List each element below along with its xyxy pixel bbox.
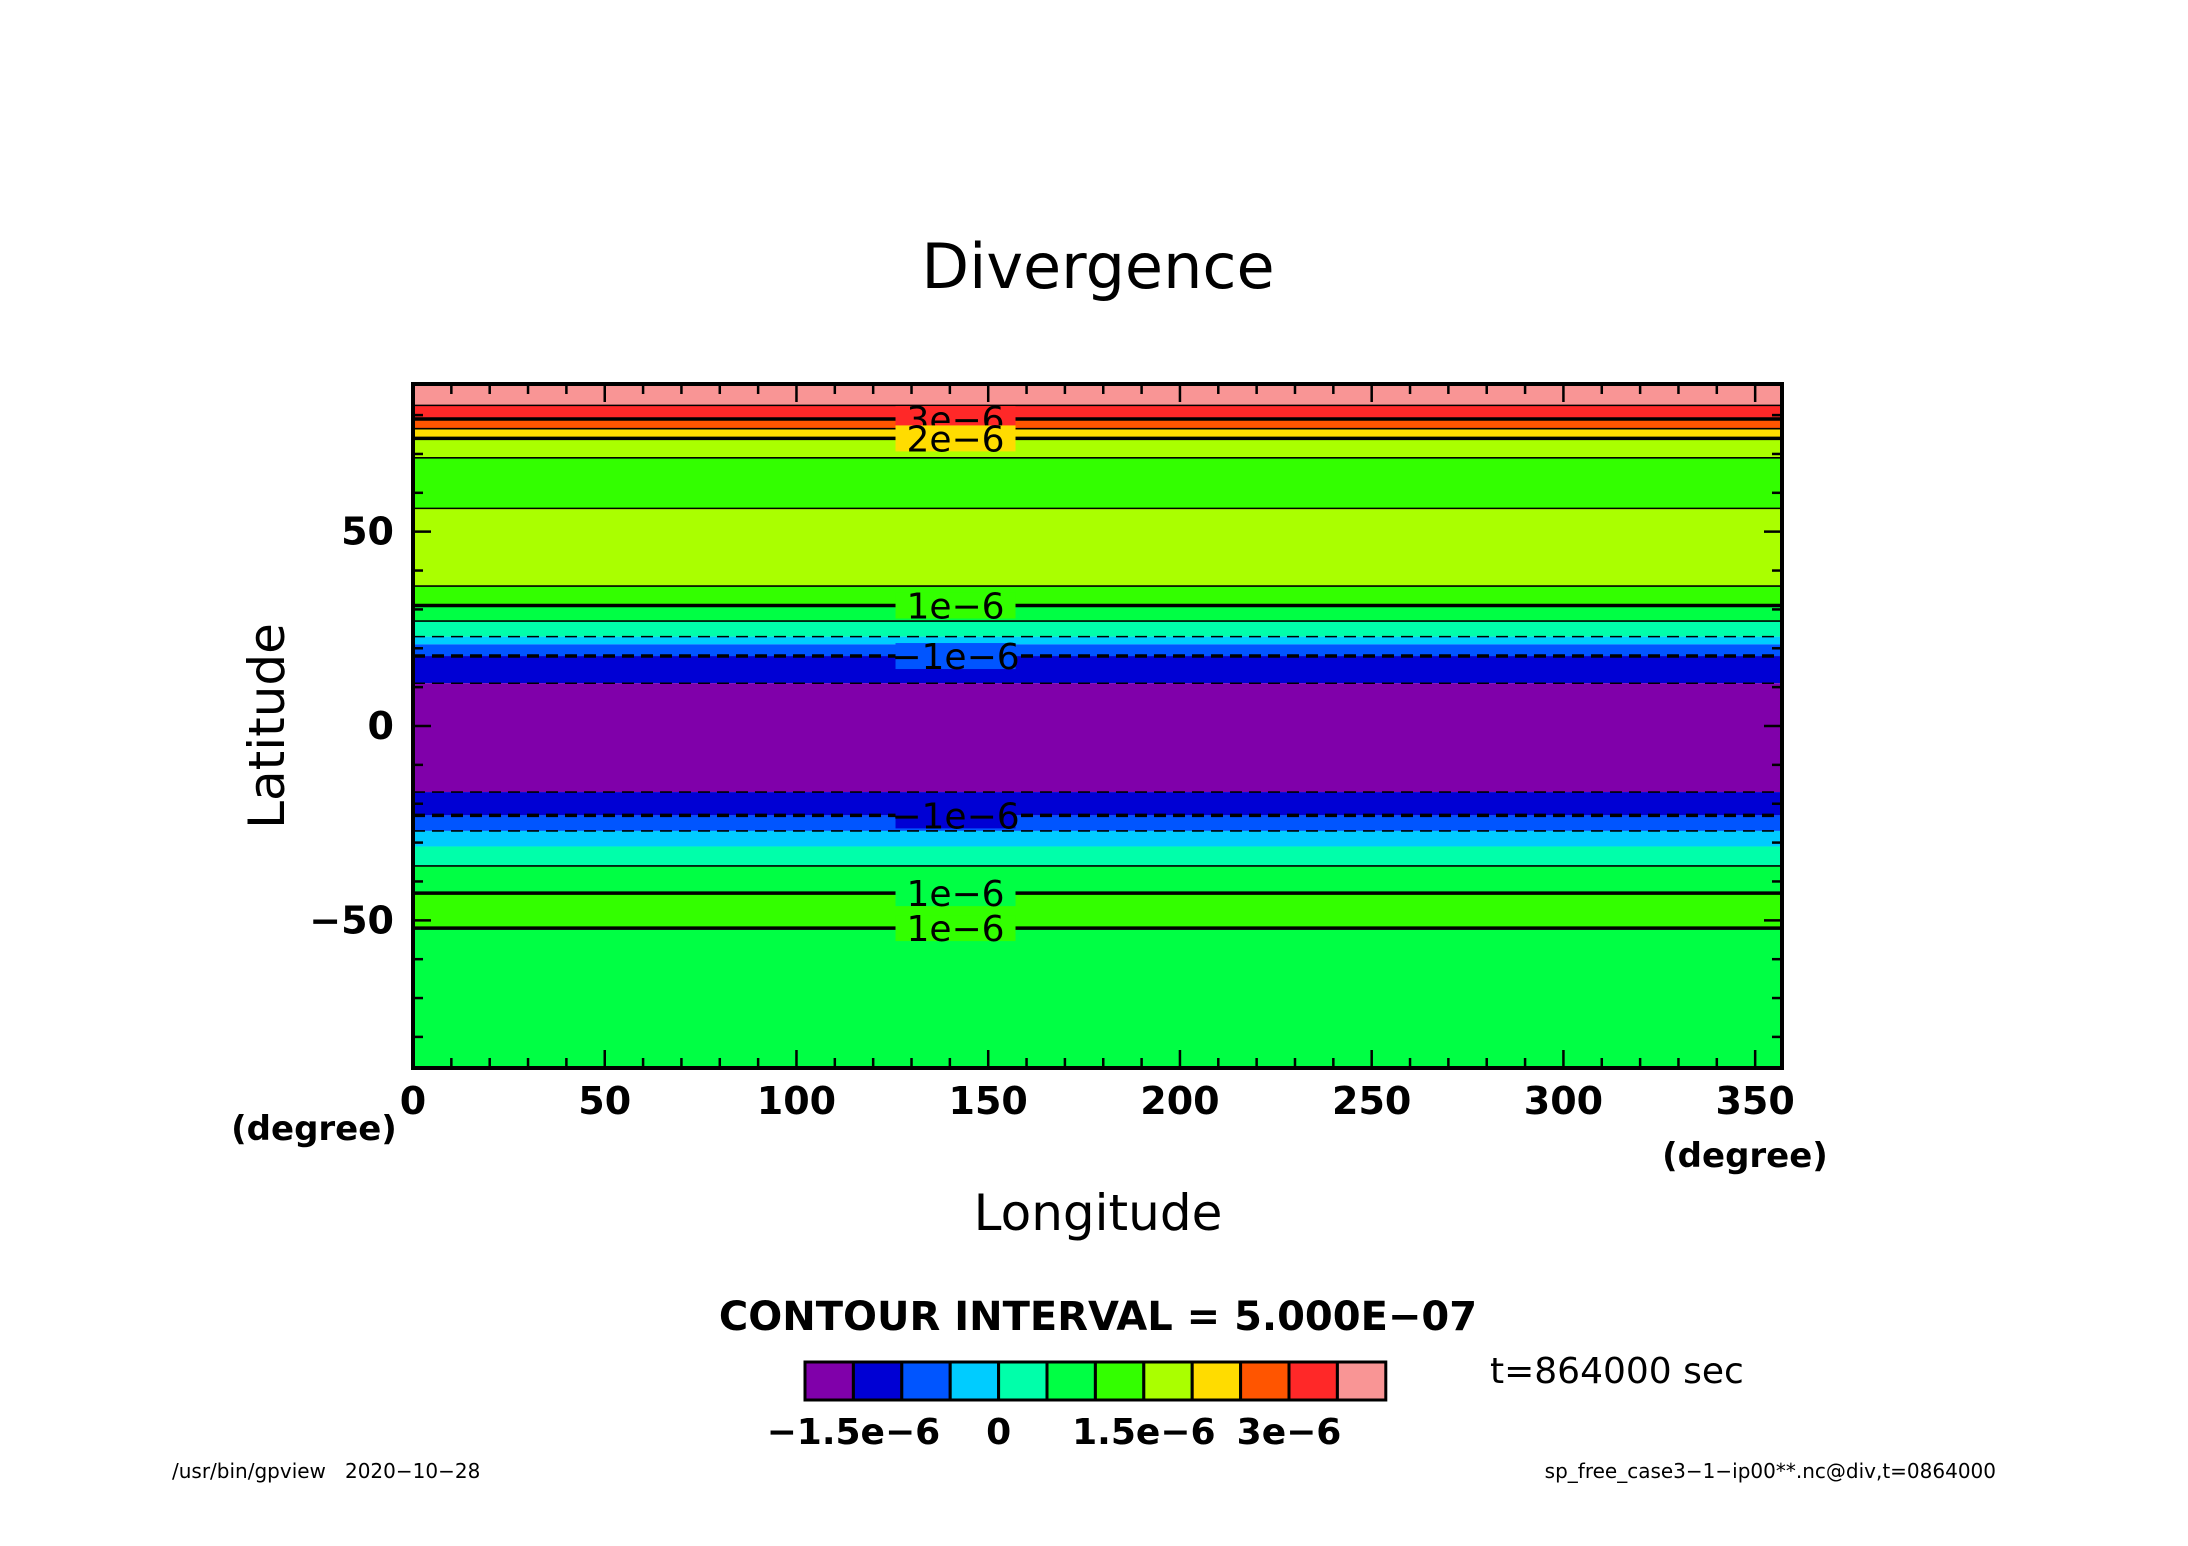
contour-label-gap [895, 592, 1016, 619]
y-tick-label: 0 [368, 704, 394, 748]
band-4 [413, 438, 1782, 458]
y-tick-labels: 50 0 −50 [309, 510, 394, 943]
x-tick-label: 350 [1715, 1079, 1794, 1123]
contour-interval: CONTOUR INTERVAL = 5.000E−07 [719, 1294, 1477, 1340]
chart-title: Divergence [921, 230, 1274, 303]
band-0 [413, 384, 1782, 406]
contour-label-6: 1e−6 [895, 909, 1016, 950]
contour-label-gap [895, 425, 1016, 452]
x-tick-label: 250 [1332, 1079, 1411, 1123]
band-8 [413, 605, 1782, 622]
contour-label-5: 1e−6 [895, 874, 1016, 915]
colorbar-box-3 [948, 1360, 1001, 1402]
colorbar-box-1 [851, 1360, 904, 1402]
footer-right: sp_free_case3−1−ip00**.nc@div,t=0864000 [1545, 1459, 1996, 1483]
colorbar-box-11 [1335, 1360, 1388, 1402]
colorbar-box-6 [1093, 1360, 1146, 1402]
colorbar-label-0: −1.5e−6 [767, 1412, 941, 1453]
band-12 [413, 656, 1782, 684]
contour-label-gap [895, 802, 1016, 829]
x-tick-label: 100 [757, 1079, 836, 1123]
contour-labels: 3e−62e−61e−6−1e−6−1e−61e−61e−6 [891, 400, 1019, 950]
colorbar-label-2: 1.5e−6 [1072, 1412, 1215, 1453]
contour-label-text: 2e−6 [906, 419, 1004, 460]
contour-label-text: −1e−6 [891, 637, 1019, 678]
contour-label-4: −1e−6 [891, 796, 1019, 837]
band-2 [413, 418, 1782, 429]
band-5 [413, 457, 1782, 509]
contour-label-1: 2e−6 [895, 419, 1016, 460]
x-axis-title: Longitude [974, 1184, 1223, 1242]
x-tick-label: 150 [949, 1079, 1028, 1123]
y-tick-label: −50 [309, 898, 394, 942]
colorbar-box-4 [997, 1360, 1049, 1402]
colorbar-box-7 [1142, 1360, 1194, 1402]
contour-label-text: −1e−6 [891, 796, 1019, 837]
colorbar-box-5 [1045, 1360, 1097, 1402]
band-9 [413, 621, 1782, 637]
x-tick-label: 200 [1140, 1079, 1219, 1123]
colorbar [803, 1360, 1388, 1402]
colorbar-box-9 [1239, 1360, 1291, 1402]
color-bands [413, 384, 1782, 1068]
band-16 [413, 830, 1782, 847]
x-tick-label: 50 [578, 1079, 631, 1123]
contour-lines [413, 404, 1782, 930]
band-7 [413, 586, 1782, 606]
x-unit-label-left: (degree) [231, 1109, 397, 1149]
band-20 [413, 928, 1782, 1068]
colorbar-label-1: 0 [986, 1412, 1011, 1453]
colorbar-box-8 [1190, 1360, 1243, 1402]
contour-label-text: 1e−6 [906, 587, 1004, 628]
contour-label-gap [895, 643, 1016, 670]
band-1 [413, 405, 1782, 419]
band-11 [413, 644, 1782, 657]
colorbar-box-2 [900, 1360, 952, 1402]
x-tick-label: 0 [400, 1079, 426, 1123]
x-tick-labels: 0 50 100 150 200 250 300 350 [400, 1079, 1795, 1123]
contour-label-text: 1e−6 [906, 874, 1004, 915]
contour-label-gap [895, 880, 1016, 907]
band-19 [413, 893, 1782, 929]
band-6 [413, 508, 1782, 587]
contour-label-gap [895, 915, 1016, 942]
contour-label-3: −1e−6 [891, 637, 1019, 678]
contour-label-text: 1e−6 [906, 909, 1004, 950]
contour-label-2: 1e−6 [895, 587, 1016, 628]
band-18 [413, 865, 1782, 894]
colorbar-labels: −1.5e−6 0 1.5e−6 3e−6 [767, 1412, 1342, 1453]
y-tick-label: 50 [341, 510, 394, 554]
band-3 [413, 428, 1782, 439]
axis-ticks [411, 384, 1782, 1068]
y-axis-title: Latitude [238, 623, 296, 829]
band-14 [413, 792, 1782, 816]
x-unit-label-right: (degree) [1662, 1136, 1828, 1176]
time-label: t=864000 sec [1490, 1351, 1744, 1392]
footer-left: /usr/bin/gpview 2020−10−28 [172, 1459, 480, 1483]
band-15 [413, 815, 1782, 831]
band-17 [413, 846, 1782, 866]
colorbar-box-10 [1287, 1360, 1339, 1402]
band-10 [413, 636, 1782, 645]
colorbar-label-3: 3e−6 [1237, 1412, 1342, 1453]
x-tick-label: 300 [1524, 1079, 1603, 1123]
colorbar-box-0 [803, 1360, 855, 1402]
band-13 [413, 683, 1782, 793]
